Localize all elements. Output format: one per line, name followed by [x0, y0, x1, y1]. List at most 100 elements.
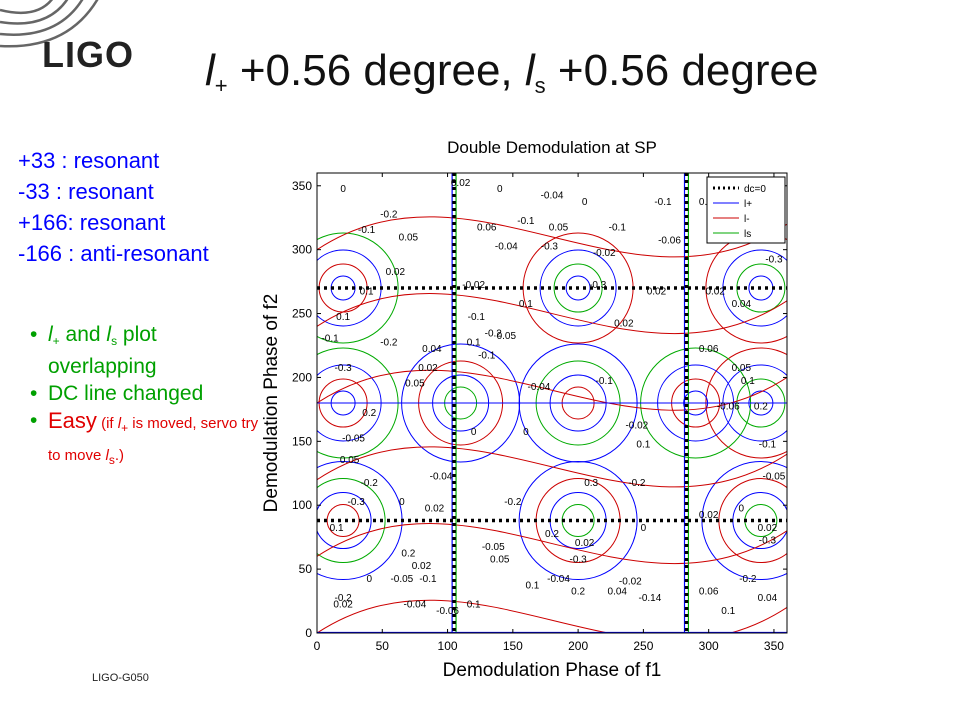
contour-line — [317, 599, 787, 633]
contour-label: -0.04 — [404, 599, 427, 610]
contour-label: 0.06 — [477, 223, 497, 234]
contour-label: 0.04 — [608, 587, 628, 598]
contour-label: -0.3 — [759, 536, 777, 547]
contour-label: -0.04 — [541, 191, 564, 202]
chart-legend: dc=0 l+ l-ls — [706, 176, 786, 244]
bullet-dot-icon: • — [30, 382, 38, 405]
contour-chart: 0 0.1 -0.1 -0.2 0.05 0.02 0.1 -0.1 -0.3 0.2 -0.05 0… — [261, 138, 788, 681]
contour-label: 0.2 — [401, 548, 415, 559]
contour-label: 0.1 — [360, 286, 374, 297]
contour-label: 0.04 — [732, 299, 752, 310]
contour-label: 0 — [399, 497, 405, 508]
contour-label: 0.02 — [412, 561, 432, 572]
contour-label: -0.1 — [596, 376, 614, 387]
contour-label: -0.1 — [419, 574, 437, 585]
contour-label: 0.1 — [636, 440, 650, 451]
legend-label: ls — [744, 229, 751, 240]
legend-label: l+ — [744, 199, 752, 210]
legend-label: l- — [744, 214, 750, 225]
contour-label: -0.1 — [478, 350, 496, 361]
title-var1: l — [205, 46, 215, 95]
x-tick-label: 100 — [438, 639, 458, 653]
contour-label: -0.04 — [430, 472, 453, 483]
contour-label: 0.02 — [451, 178, 471, 189]
contour-label: -0.04 — [495, 242, 518, 253]
b3-p3: .) — [114, 447, 125, 464]
y-tick-label: 300 — [292, 243, 312, 257]
contour-label: 0.1 — [525, 580, 539, 591]
contour-label: 0.2 — [362, 408, 376, 419]
x-tick-label: 250 — [633, 639, 653, 653]
logo-arcs — [0, 0, 99, 48]
contour-label: 0 — [582, 197, 588, 208]
b3-big: Easy — [48, 408, 97, 433]
b3-var2: l — [105, 447, 109, 464]
bullet-item: • l+ and ls plot overlapping — [30, 322, 260, 379]
contour-label: 0.1 — [741, 376, 755, 387]
contour-label: -0.02 — [593, 248, 616, 259]
y-tick-label: 350 — [292, 179, 312, 193]
contour-label: -0.1 — [517, 216, 535, 227]
contour-label: 0.02 — [386, 267, 406, 278]
chart-title: Double Demodulation at SP — [447, 138, 657, 157]
contour-label: 0.02 — [614, 318, 634, 329]
contour-label: 0.05 — [549, 223, 569, 234]
y-tick-label: 200 — [292, 370, 312, 384]
x-tick-label: 300 — [699, 639, 719, 653]
contour-label: -0.2 — [739, 574, 757, 585]
x-axis-label: Demodulation Phase of f1 — [443, 660, 662, 681]
contour-label: -0.3 — [348, 497, 366, 508]
contour-label: -0.02 — [625, 421, 648, 432]
contour-label: 0 — [471, 427, 477, 438]
contour-label: 0.02 — [699, 510, 719, 521]
contour-label: 0.02 — [425, 504, 445, 515]
contour-label: 0.2 — [545, 529, 559, 540]
contour-label: -0.14 — [639, 593, 662, 604]
contour-label: -0.2 — [380, 210, 398, 221]
y-tick-label: 150 — [292, 434, 312, 448]
contour-label: 0.02 — [647, 286, 667, 297]
contour-label: 0.02 — [758, 523, 778, 534]
contour-label: -0.04 — [528, 382, 551, 393]
contour-line — [317, 492, 372, 550]
contour-label: 0.02 — [418, 363, 438, 374]
plot-frame — [316, 172, 788, 634]
contour-label: 0.1 — [336, 312, 350, 323]
b1-rest: plot overlapping — [48, 323, 157, 378]
contour-line — [317, 446, 787, 488]
axis-ticks: 0 50 100 150 200 250 300 350 0 50 100 150 200 250 300 3… — [292, 173, 787, 653]
contour-label: 0.05 — [732, 363, 752, 374]
contour-label: 0 — [523, 427, 529, 438]
contour-labels: 0 0.1 -0.1 -0.2 0.05 0.02 0.1 -0.1 -0.3 0.2 -0.05 0… — [321, 178, 785, 617]
b3-p2: is moved, servo try to move — [48, 415, 259, 464]
b3-sub2: s — [108, 453, 115, 467]
contour-label: -0.1 — [654, 197, 672, 208]
footer-text: LIGO-G050 — [92, 672, 149, 684]
contour-label: -0.06 — [717, 401, 740, 412]
contour-label: 0.1 — [330, 523, 344, 534]
legend-label: dc=0 — [744, 184, 766, 195]
resonance-line: -33 : resonant — [18, 179, 154, 204]
contour-label: 0.2 — [754, 401, 768, 412]
contour-label: -0.05 — [482, 542, 505, 553]
bullet-item: • DC line changed — [30, 381, 260, 406]
b1-sub2: s — [111, 334, 118, 348]
contour-line — [317, 232, 399, 344]
resonance-list: +33 : resonant -33 : resonant +166: reso… — [18, 145, 209, 269]
b2-text: DC line changed — [48, 382, 204, 405]
b1-sub1: + — [52, 334, 60, 348]
contour-label: -0.05 — [763, 472, 786, 483]
contour-label: 0.1 — [519, 299, 533, 310]
contour-label: -0.1 — [609, 223, 627, 234]
b3-p1: (if — [96, 415, 118, 432]
contour-label: -0.3 — [569, 555, 587, 566]
contour-label: -0.04 — [547, 574, 570, 585]
contour-label: 0.05 — [340, 455, 360, 466]
contour-line — [317, 478, 386, 564]
contour-label: -0.3 — [334, 363, 352, 374]
contour-label: -0.2 — [334, 593, 352, 604]
contour-label: 0.06 — [699, 587, 719, 598]
contour-label: -0.1 — [321, 334, 339, 345]
bullet-list: • l+ and ls plot overlapping • DC line cha… — [30, 322, 260, 475]
b1-and: and — [59, 323, 107, 346]
